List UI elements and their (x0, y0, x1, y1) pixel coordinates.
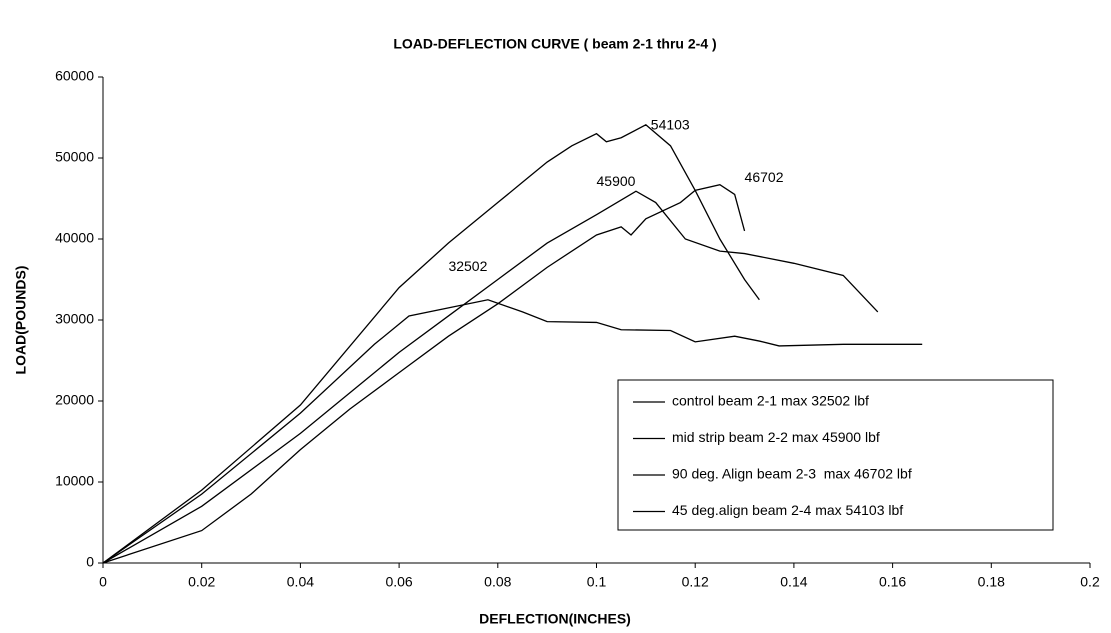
y-axis-label: LOAD(POUNDS) (13, 266, 29, 375)
series-line (102, 190, 879, 564)
x-tick-label: 0.04 (287, 574, 314, 590)
y-tick-label: 20000 (55, 392, 94, 408)
annotation: 46702 (745, 169, 784, 185)
x-tick-label: 0.08 (484, 574, 511, 590)
series-line (102, 124, 760, 564)
legend-box (617, 379, 1054, 531)
x-tick-label: 0 (99, 574, 107, 590)
y-tick-label: 60000 (55, 68, 94, 84)
annotation: 54103 (651, 116, 690, 132)
series-line (102, 184, 746, 564)
x-tick-label: 0.2 (1080, 574, 1100, 590)
x-tick-label: 0.1 (587, 574, 607, 590)
x-axis-label: DEFLECTION(INCHES) (479, 611, 631, 627)
annotation: 32502 (448, 258, 487, 274)
chart-title: LOAD-DEFLECTION CURVE ( beam 2-1 thru 2-… (393, 36, 716, 52)
x-tick-label: 0.16 (879, 574, 906, 590)
legend-label: 90 deg. Align beam 2-3 max 46702 lbf (672, 466, 912, 482)
legend-label: mid strip beam 2-2 max 45900 lbf (672, 429, 880, 445)
y-tick-label: 0 (86, 554, 94, 570)
x-tick-label: 0.12 (682, 574, 709, 590)
series-line (102, 299, 923, 564)
y-tick-label: 30000 (55, 311, 94, 327)
legend: control beam 2-1 max 32502 lbf mid strip … (617, 379, 1054, 531)
legend-label: 45 deg.align beam 2-4 max 54103 lbf (672, 502, 903, 518)
y-tick-label: 10000 (55, 473, 94, 489)
legend-label: control beam 2-1 max 32502 lbf (672, 393, 869, 409)
y-tick-label: 50000 (55, 149, 94, 165)
x-tick-label: 0.06 (385, 574, 412, 590)
y-tick-label: 40000 (55, 230, 94, 246)
x-tick-label: 0.18 (978, 574, 1005, 590)
x-tick-label: 0.14 (780, 574, 807, 590)
x-tick-label: 0.02 (188, 574, 215, 590)
annotation: 45900 (597, 173, 636, 189)
